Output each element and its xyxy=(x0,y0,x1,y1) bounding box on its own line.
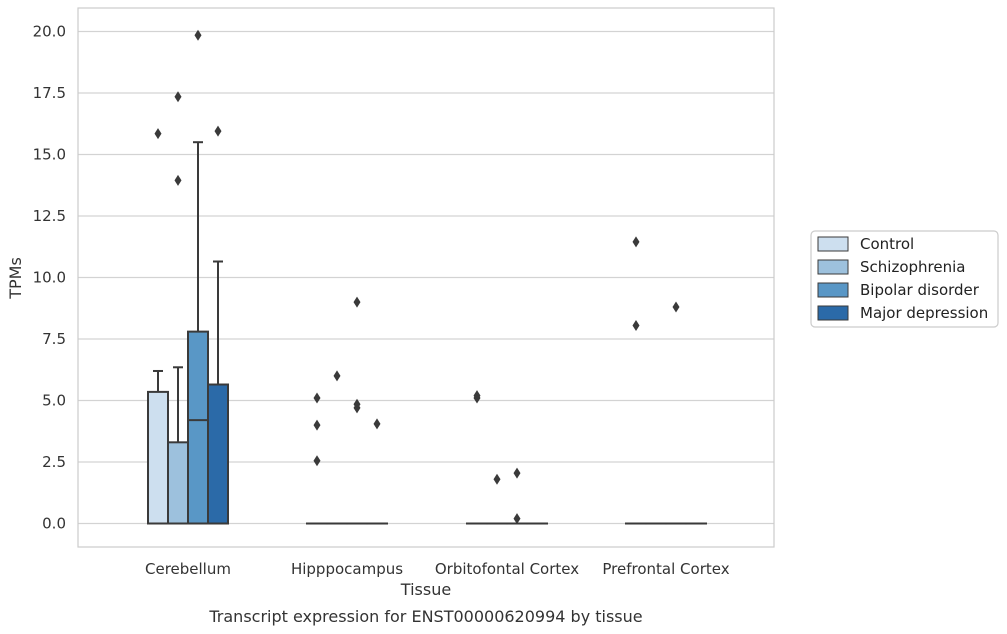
y-tick-label: 17.5 xyxy=(33,84,66,102)
legend-frame xyxy=(810,230,999,328)
y-tick-label: 5.0 xyxy=(42,392,66,410)
outlier-point xyxy=(194,29,202,41)
y-tick-label: 7.5 xyxy=(42,330,66,348)
outlier-point xyxy=(174,174,182,186)
outlier-point xyxy=(333,370,341,382)
plot-frame xyxy=(77,7,775,548)
outlier-point xyxy=(672,301,680,313)
y-tick-label: 0.0 xyxy=(42,515,66,533)
legend-swatch xyxy=(817,259,849,275)
x-tick-label: Cerebellum xyxy=(145,560,231,578)
legend-swatch xyxy=(817,305,849,321)
x-tick-label: Hipppocampus xyxy=(291,560,403,578)
legend-swatch xyxy=(817,236,849,252)
outlier-point xyxy=(174,91,182,103)
outlier-point xyxy=(513,467,521,479)
y-tick-label: 20.0 xyxy=(33,23,66,41)
box xyxy=(187,330,209,525)
outlier-point xyxy=(214,125,222,137)
legend-swatch xyxy=(817,282,849,298)
box xyxy=(207,383,229,525)
series-control xyxy=(147,128,647,525)
outlier-point xyxy=(353,398,361,410)
y-tick-label: 15.0 xyxy=(33,146,66,164)
box xyxy=(147,390,169,525)
y-tick-label: 2.5 xyxy=(42,453,66,471)
box-series xyxy=(147,29,707,525)
legend-label: Schizophrenia xyxy=(860,258,965,276)
outlier-point xyxy=(493,473,501,485)
x-tick-label: Orbitofontal Cortex xyxy=(435,560,579,578)
legend-label: Bipolar disorder xyxy=(860,281,980,299)
outlier-point xyxy=(154,128,162,140)
outlier-point xyxy=(473,390,481,402)
outlier-point xyxy=(313,392,321,404)
series-major-depression xyxy=(207,125,707,525)
outlier-point xyxy=(353,296,361,308)
x-tick-label: Prefrontal Cortex xyxy=(602,560,729,578)
outlier-point xyxy=(632,236,640,248)
legend: Control Schizophrenia Bipolar disorder Majo… xyxy=(810,230,999,328)
x-tick-labels: Cerebellum Hipppocampus Orbitofontal Corte… xyxy=(145,560,730,578)
chart-caption: Transcript expression for ENST0000062099… xyxy=(208,607,642,626)
box xyxy=(167,441,189,525)
outlier-point xyxy=(373,418,381,430)
outlier-point xyxy=(632,319,640,331)
y-tick-label: 12.5 xyxy=(33,207,66,225)
y-tick-label: 10.0 xyxy=(33,269,66,287)
legend-label: Control xyxy=(860,235,914,253)
x-axis-label: Tissue xyxy=(400,580,451,599)
series-schizophrenia xyxy=(167,91,667,525)
y-tick-labels: 0.0 2.5 5.0 7.5 10.0 12.5 15.0 17.5 20.0 xyxy=(33,23,66,533)
outlier-point xyxy=(313,419,321,431)
outlier-point xyxy=(313,455,321,467)
y-axis-label: TPMs xyxy=(6,257,25,300)
legend-label: Major depression xyxy=(860,304,988,322)
outlier-point xyxy=(513,513,521,525)
